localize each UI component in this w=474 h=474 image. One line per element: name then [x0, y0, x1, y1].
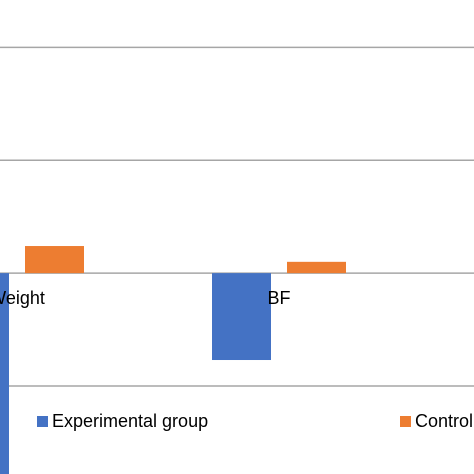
legend-label: Control	[415, 411, 473, 431]
x-tick-label: BF	[267, 288, 290, 308]
legend-label: Experimental group	[52, 411, 208, 431]
bar	[212, 273, 271, 361]
legend-swatch	[37, 416, 48, 427]
bar	[0, 273, 9, 474]
x-tick-label: Weight	[0, 288, 45, 308]
bar	[287, 261, 346, 274]
bar	[25, 246, 84, 274]
legend-swatch	[400, 416, 411, 427]
